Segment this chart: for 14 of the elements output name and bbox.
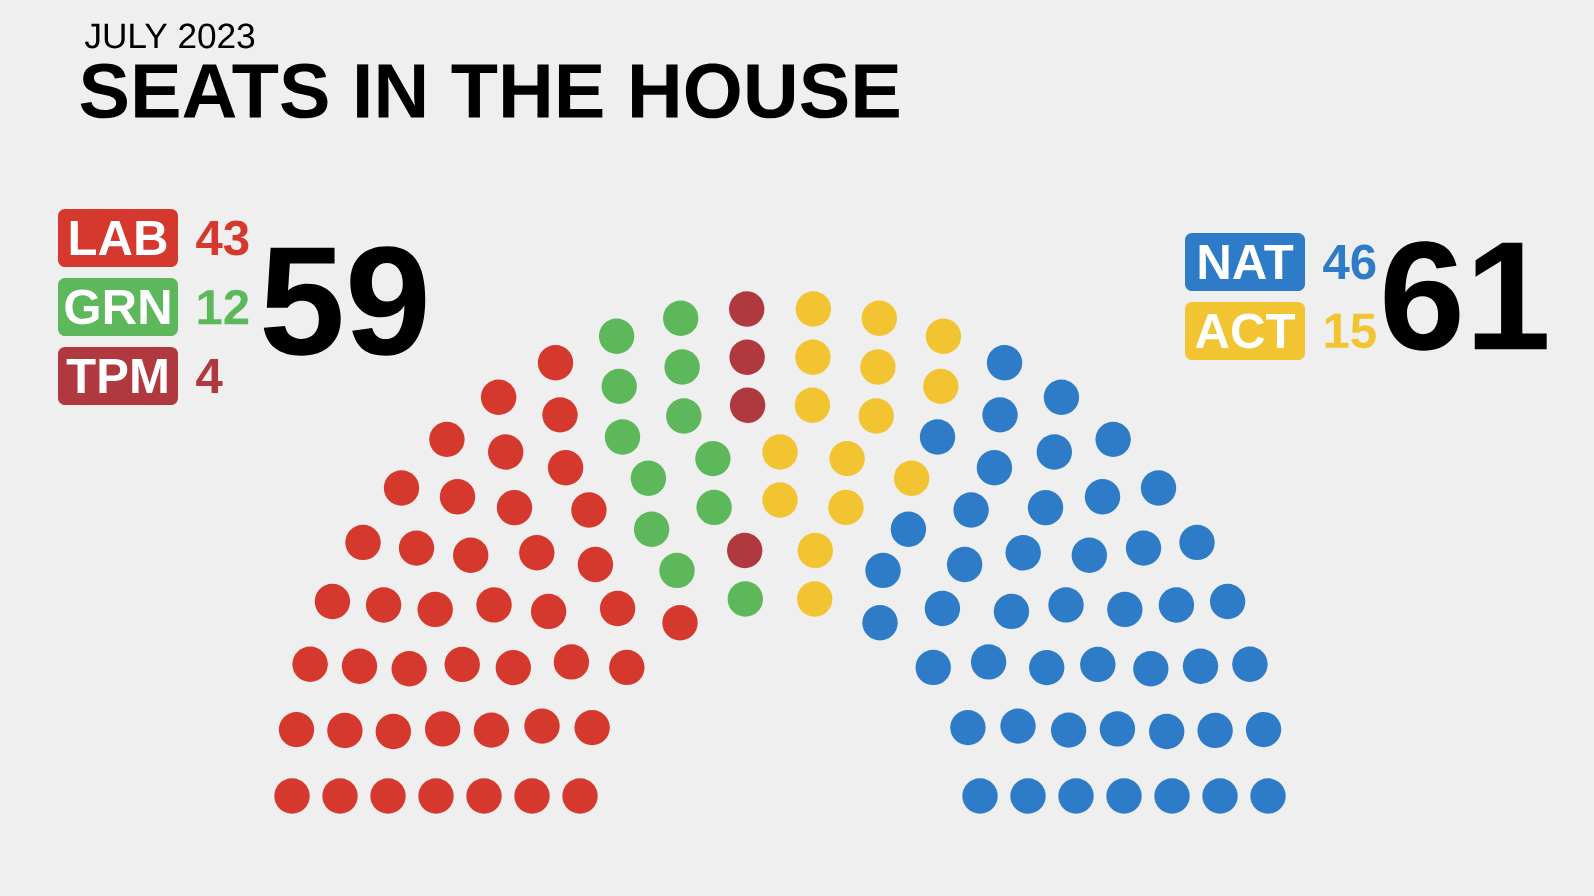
category-label: NAT bbox=[1199, 245, 1294, 279]
data-label: 12 bbox=[198, 289, 249, 325]
category-label: GRN bbox=[65, 289, 170, 325]
text: 59 bbox=[263, 246, 426, 356]
data-label: 15 bbox=[1325, 313, 1376, 349]
data-label: 43 bbox=[196, 220, 249, 256]
text: 61 bbox=[1384, 241, 1547, 351]
category-label: TPM bbox=[66, 359, 167, 393]
text: JULY 2023 bbox=[84, 23, 255, 49]
text: SEATS IN THE HOUSE bbox=[80, 63, 899, 119]
data-label: 46 bbox=[1323, 244, 1376, 280]
category-label: ACT bbox=[1195, 313, 1296, 349]
data-label: 4 bbox=[196, 359, 223, 393]
category-label: LAB bbox=[70, 221, 167, 255]
